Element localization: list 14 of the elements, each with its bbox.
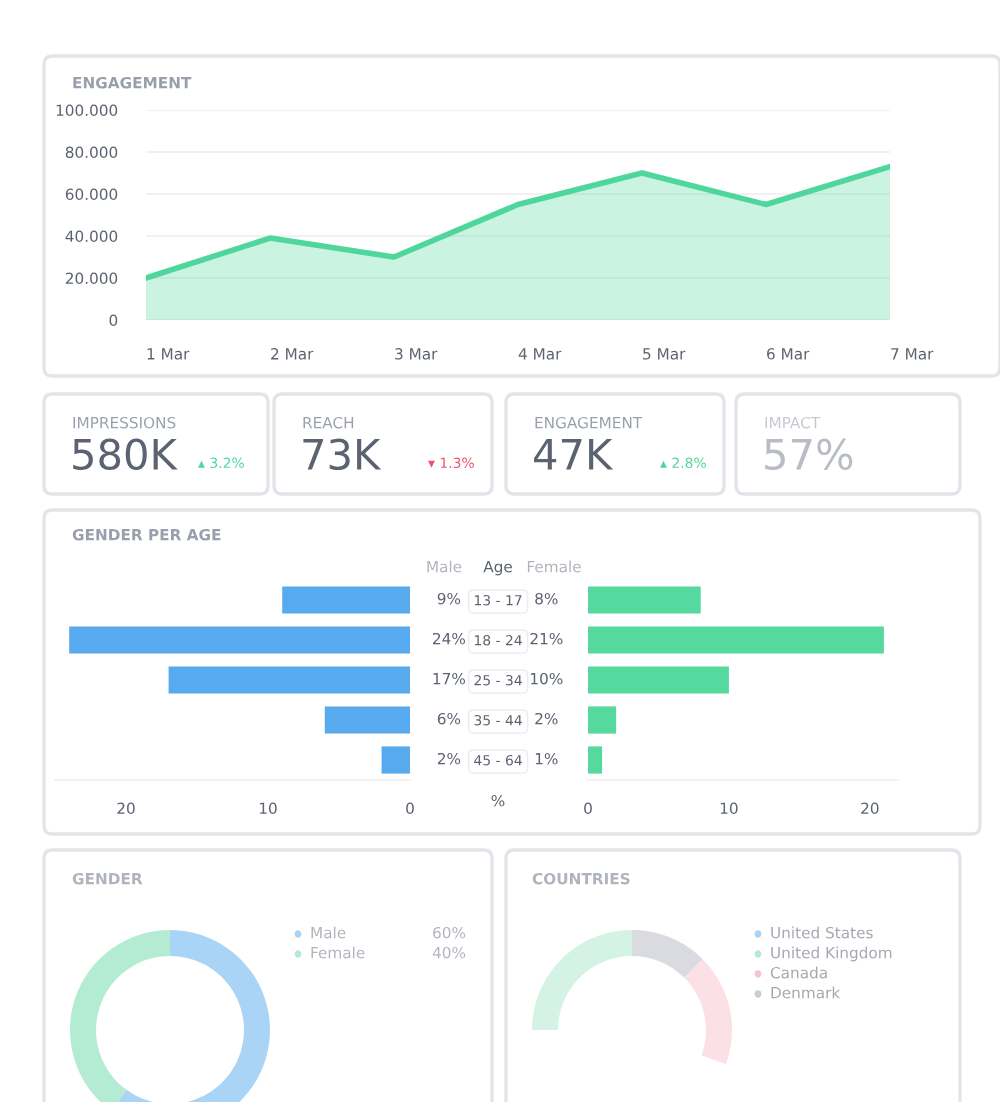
text: 580K bbox=[73, 438, 178, 471]
bar bbox=[588, 626, 884, 654]
text: 57% bbox=[765, 438, 853, 471]
bar bbox=[381, 746, 410, 774]
bar bbox=[588, 666, 729, 694]
bar bbox=[168, 666, 410, 694]
text: 73K bbox=[303, 438, 382, 471]
bar bbox=[324, 706, 410, 734]
text: 47K bbox=[534, 439, 614, 470]
bar bbox=[588, 746, 603, 774]
bar bbox=[69, 626, 410, 654]
bar bbox=[588, 706, 617, 734]
bar bbox=[282, 586, 410, 614]
bar bbox=[588, 586, 701, 614]
